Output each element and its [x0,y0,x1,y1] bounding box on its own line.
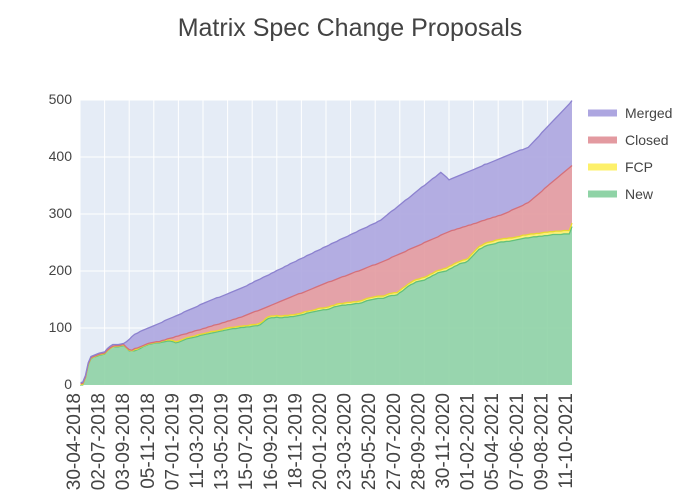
svg-text:28-09-2020: 28-09-2020 [408,393,429,490]
svg-text:400: 400 [49,148,73,164]
svg-text:Merged: Merged [625,105,672,121]
svg-text:15-07-2019: 15-07-2019 [236,393,257,490]
svg-text:11-03-2019: 11-03-2019 [187,393,208,489]
svg-text:500: 500 [49,91,73,107]
svg-text:Closed: Closed [625,132,669,148]
svg-text:300: 300 [49,205,73,221]
svg-text:09-08-2021: 09-08-2021 [531,393,552,490]
svg-text:13-05-2019: 13-05-2019 [212,393,233,490]
svg-text:27-07-2020: 27-07-2020 [384,393,405,490]
svg-text:01-02-2021: 01-02-2021 [458,393,479,490]
svg-text:25-05-2020: 25-05-2020 [359,393,380,490]
svg-text:New: New [625,186,654,202]
svg-text:0: 0 [64,376,72,392]
svg-text:07-01-2019: 07-01-2019 [162,393,183,490]
svg-text:05-04-2021: 05-04-2021 [482,393,503,490]
svg-text:20-01-2020: 20-01-2020 [310,393,331,490]
svg-text:30-11-2020: 30-11-2020 [433,393,454,489]
svg-text:23-03-2020: 23-03-2020 [335,393,356,490]
svg-text:11-10-2021: 11-10-2021 [556,393,577,489]
svg-text:03-09-2018: 03-09-2018 [113,393,134,490]
svg-text:18-11-2019: 18-11-2019 [285,393,306,489]
svg-text:07-06-2021: 07-06-2021 [507,393,528,490]
svg-text:200: 200 [49,262,73,278]
svg-text:30-04-2018: 30-04-2018 [64,393,85,490]
svg-text:02-07-2018: 02-07-2018 [89,393,110,490]
svg-text:05-11-2018: 05-11-2018 [138,393,159,489]
svg-text:FCP: FCP [625,159,653,175]
svg-text:100: 100 [49,319,73,335]
svg-text:16-09-2019: 16-09-2019 [261,393,282,490]
